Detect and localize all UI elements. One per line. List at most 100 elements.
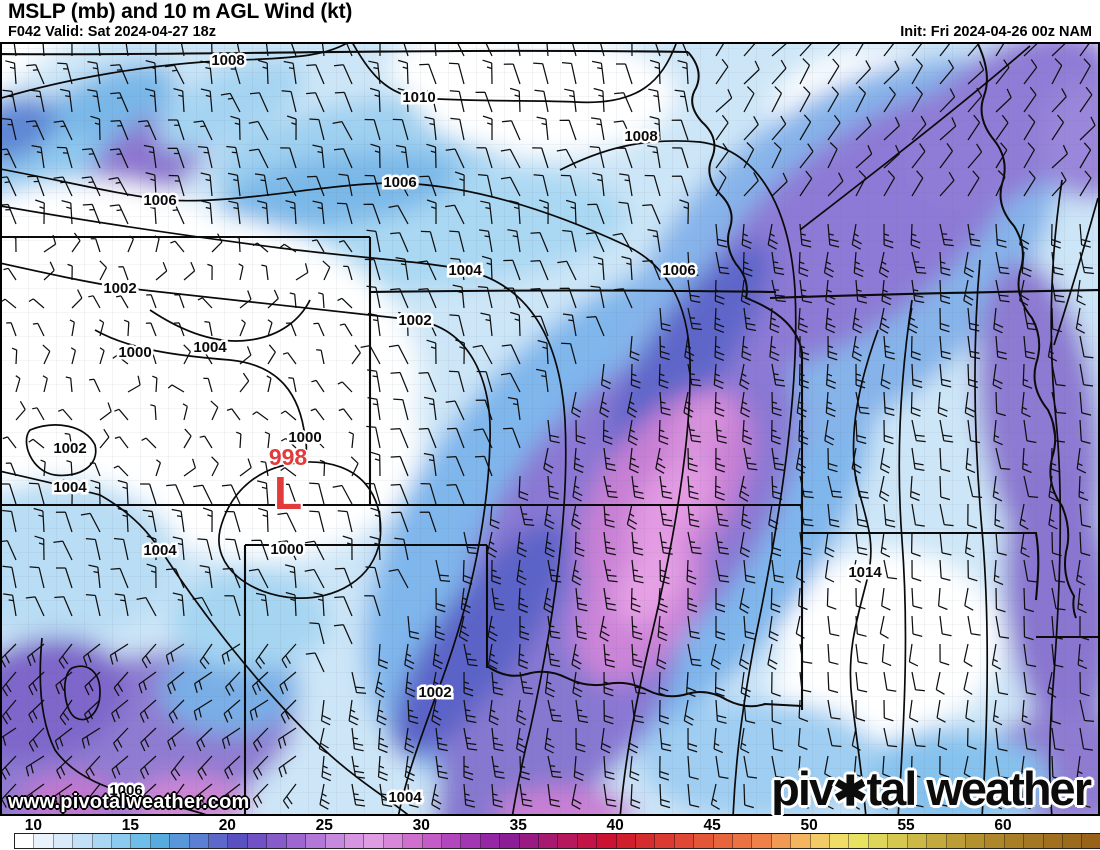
wind-speed-color-scale: 10 15 20 25 30 35 40 45 50 55 60 [0, 816, 1100, 850]
colorbar-cell [247, 834, 268, 848]
colorbar-cell [771, 834, 792, 848]
scale-tick-label: 25 [315, 817, 333, 834]
svg-text:1000: 1000 [118, 344, 151, 361]
contour-labels: 1008 1010 1008 1006 1006 1004 1006 1002 1002 1000… [51, 50, 885, 809]
colorbar-cell [189, 834, 210, 848]
colorbar-cell [150, 834, 171, 848]
colorbar-cell [383, 834, 404, 848]
svg-text:1000: 1000 [270, 541, 303, 558]
colorbar-cell [461, 834, 481, 848]
svg-text:1006: 1006 [383, 174, 416, 191]
colorbar-cell [538, 834, 559, 848]
colorbar [14, 833, 1100, 849]
colorbar-cell [849, 834, 869, 848]
wind-barbs [2, 44, 1096, 810]
colorbar-cell [1062, 834, 1083, 848]
colorbar-cell [713, 834, 734, 848]
logo-text-prefix: piv [771, 762, 835, 815]
colorbar-cell [985, 834, 1005, 848]
colorbar-cell [53, 834, 74, 848]
colorbar-cell [1043, 834, 1063, 848]
forecast-valid-time: F042 Valid: Sat 2024-04-27 18z [8, 24, 216, 40]
pivotal-weather-logo: piv✱tal weather [771, 762, 1092, 815]
colorbar-cell [73, 834, 93, 848]
svg-text:1010: 1010 [402, 89, 435, 106]
colorbar-cell [306, 834, 326, 848]
scale-tick-label: 35 [509, 817, 527, 834]
colorbar-cell [616, 834, 636, 848]
colorbar-cell [965, 834, 986, 848]
model-init-time: Init: Fri 2024-04-26 00z NAM [900, 24, 1092, 40]
svg-text:1002: 1002 [398, 312, 431, 329]
scale-tick-label: 50 [800, 817, 818, 834]
colorbar-cell [733, 834, 753, 848]
colorbar-cell [1004, 834, 1025, 848]
colorbar-cell [209, 834, 229, 848]
colorbar-cell [655, 834, 675, 848]
colorbar-cell [325, 834, 345, 848]
svg-text:1002: 1002 [53, 440, 86, 457]
state-borders [2, 49, 1098, 814]
colorbar-cell [286, 834, 307, 848]
scale-tick-label: 15 [121, 817, 139, 834]
colorbar-cell [868, 834, 889, 848]
logo-text-suffix: tal weather [866, 762, 1092, 815]
colorbar-cell [927, 834, 947, 848]
svg-text:1006: 1006 [109, 782, 142, 799]
colorbar-cell [441, 834, 462, 848]
gear-icon: ✱ [833, 768, 867, 814]
scale-tick-label: 30 [412, 817, 430, 834]
svg-text:1004: 1004 [448, 262, 482, 279]
colorbar-cell [228, 834, 248, 848]
colorbar-cell [403, 834, 423, 848]
colorbar-cell [92, 834, 113, 848]
svg-text:1006: 1006 [662, 262, 695, 279]
colorbar-cell [752, 834, 772, 848]
weather-map: 1008 1010 1008 1006 1006 1004 1006 1002 1002 1000… [0, 42, 1100, 816]
colorbar-cell [597, 834, 617, 848]
svg-text:1004: 1004 [53, 479, 87, 496]
colorbar-cell [131, 834, 151, 848]
colorbar-cell [519, 834, 539, 848]
colorbar-cell [344, 834, 365, 848]
colorbar-cell [15, 834, 35, 848]
colorbar-cell [577, 834, 598, 848]
svg-text:1004: 1004 [193, 339, 227, 356]
svg-text:1014: 1014 [848, 564, 882, 581]
colorbar-cell [422, 834, 442, 848]
colorbar-cell [558, 834, 578, 848]
map-canvas: 1008 1010 1008 1006 1006 1004 1006 1002 1002 1000… [2, 44, 1098, 814]
colorbar-cell [694, 834, 714, 848]
svg-text:1008: 1008 [211, 52, 244, 69]
colorbar-cell [830, 834, 850, 848]
colorbar-cell [112, 834, 132, 848]
colorbar-cell [500, 834, 520, 848]
colorbar-cell [480, 834, 501, 848]
scale-tick-label: 40 [606, 817, 624, 834]
colorbar-cell [364, 834, 384, 848]
svg-text:1008: 1008 [624, 128, 657, 145]
colorbar-cell [810, 834, 831, 848]
colorbar-cell [674, 834, 695, 848]
colorbar-cell [791, 834, 811, 848]
svg-text:1004: 1004 [143, 542, 177, 559]
svg-text:1002: 1002 [103, 280, 136, 297]
rivers [486, 44, 1077, 708]
colorbar-cell [946, 834, 966, 848]
scale-tick-label: 20 [218, 817, 236, 834]
svg-text:1006: 1006 [143, 192, 176, 209]
scale-tick-label: 60 [994, 817, 1012, 834]
watermark-url: www.pivotalweather.com [8, 791, 250, 813]
scale-tick-label: 45 [703, 817, 721, 834]
colorbar-cell [1082, 834, 1100, 848]
scale-tick-label: 55 [897, 817, 915, 834]
colorbar-cell [907, 834, 928, 848]
page-title: MSLP (mb) and 10 m AGL Wind (kt) [8, 0, 353, 23]
colorbar-cell [1024, 834, 1044, 848]
svg-text:1002: 1002 [418, 684, 451, 701]
scale-tick-label: 10 [24, 817, 43, 834]
colorbar-cell [34, 834, 54, 848]
colorbar-cell [170, 834, 190, 848]
colorbar-cell [267, 834, 287, 848]
